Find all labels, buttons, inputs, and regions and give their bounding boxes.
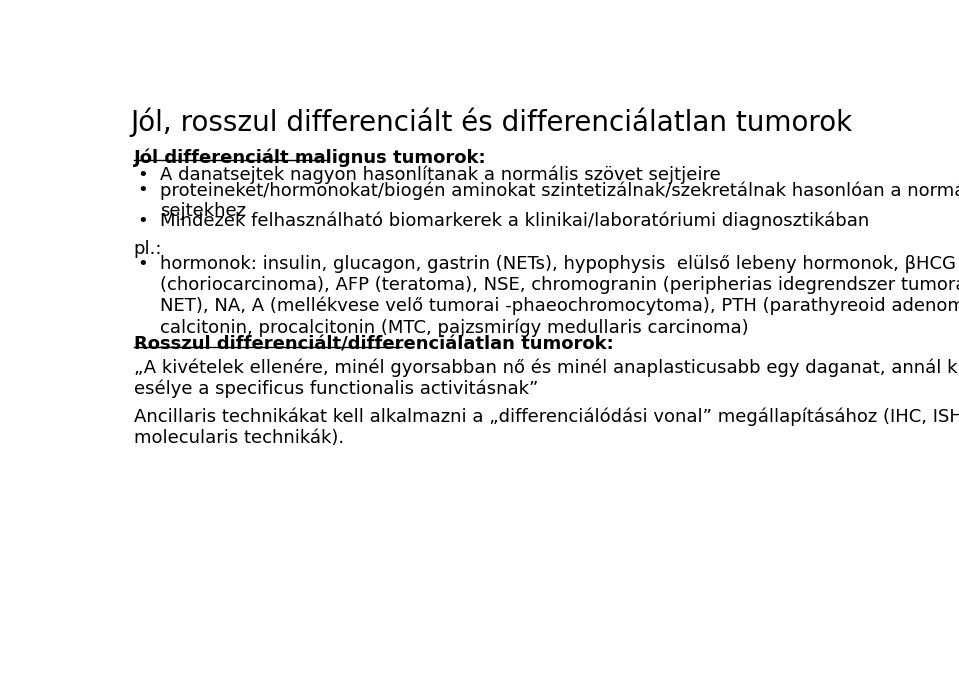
Text: pl.:: pl.: [134,239,162,257]
Text: Mindezek felhasználható biomarkerek a klinikai/laboratóriumi diagnosztikában: Mindezek felhasználható biomarkerek a kl… [160,212,870,230]
Text: •: • [138,255,149,273]
Text: Jól, rosszul differenciált és differenciálatlan tumorok: Jól, rosszul differenciált és differenci… [130,108,853,137]
Text: „A kivételek ellenére, minél gyorsabban nő és minél anaplasticusabb egy daganat,: „A kivételek ellenére, minél gyorsabban … [134,358,959,398]
Text: Ancillaris technikákat kell alkalmazni a „differenciálódási vonal” megállapításá: Ancillaris technikákat kell alkalmazni a… [134,407,959,447]
Text: Rosszul differenciált/differenciálatlan tumorok:: Rosszul differenciált/differenciálatlan … [134,335,614,353]
Text: •: • [138,181,149,199]
Text: proteineket/hormonokat/biogén aminokat szintetizálnak/szekretálnak hasonlóan a n: proteineket/hormonokat/biogén aminokat s… [160,181,959,221]
Text: A danatsejtek nagyon hasonlítanak a normális szövet sejtjeire: A danatsejtek nagyon hasonlítanak a norm… [160,166,721,184]
Text: •: • [138,166,149,184]
Text: Jól differenciált malignus tumorok:: Jól differenciált malignus tumorok: [134,149,486,167]
Text: •: • [138,212,149,230]
Text: hormonok: insulin, glucagon, gastrin (NETs), hypophysis  elülső lebeny hormonok,: hormonok: insulin, glucagon, gastrin (NE… [160,255,959,337]
